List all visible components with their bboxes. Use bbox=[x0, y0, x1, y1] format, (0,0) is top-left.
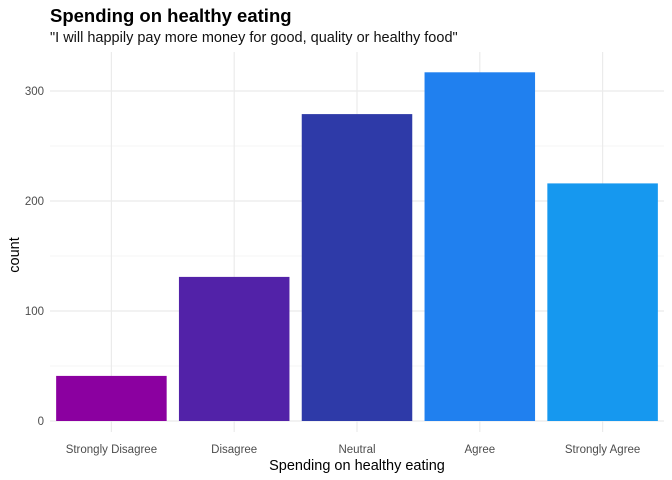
x-tick-label: Neutral bbox=[338, 444, 375, 456]
x-tick-label: Strongly Disagree bbox=[66, 444, 157, 456]
y-tick-label: 200 bbox=[25, 196, 44, 208]
y-tick-label: 100 bbox=[25, 306, 44, 318]
bar bbox=[301, 114, 413, 421]
chart-title: Spending on healthy eating bbox=[50, 5, 292, 26]
bar bbox=[424, 72, 536, 422]
y-tick-label: 300 bbox=[25, 86, 44, 98]
x-axis-ticks: Strongly Disagree Disagree Neutral Agree Str… bbox=[66, 444, 641, 456]
y-axis-ticks: 0 100 200 300 bbox=[25, 86, 44, 428]
bars bbox=[56, 72, 658, 422]
bar bbox=[178, 276, 290, 421]
chart-subtitle: "I will happily pay more money for good,… bbox=[50, 30, 458, 46]
x-axis-title: Spending on healthy eating bbox=[269, 458, 445, 474]
y-tick-label: 0 bbox=[38, 416, 44, 428]
x-tick-label: Strongly Agree bbox=[565, 444, 640, 456]
x-tick-label: Disagree bbox=[211, 444, 257, 456]
y-axis-title: count bbox=[7, 237, 23, 272]
bar bbox=[56, 375, 167, 421]
bar bbox=[547, 183, 658, 421]
x-tick-label: Agree bbox=[464, 444, 495, 456]
